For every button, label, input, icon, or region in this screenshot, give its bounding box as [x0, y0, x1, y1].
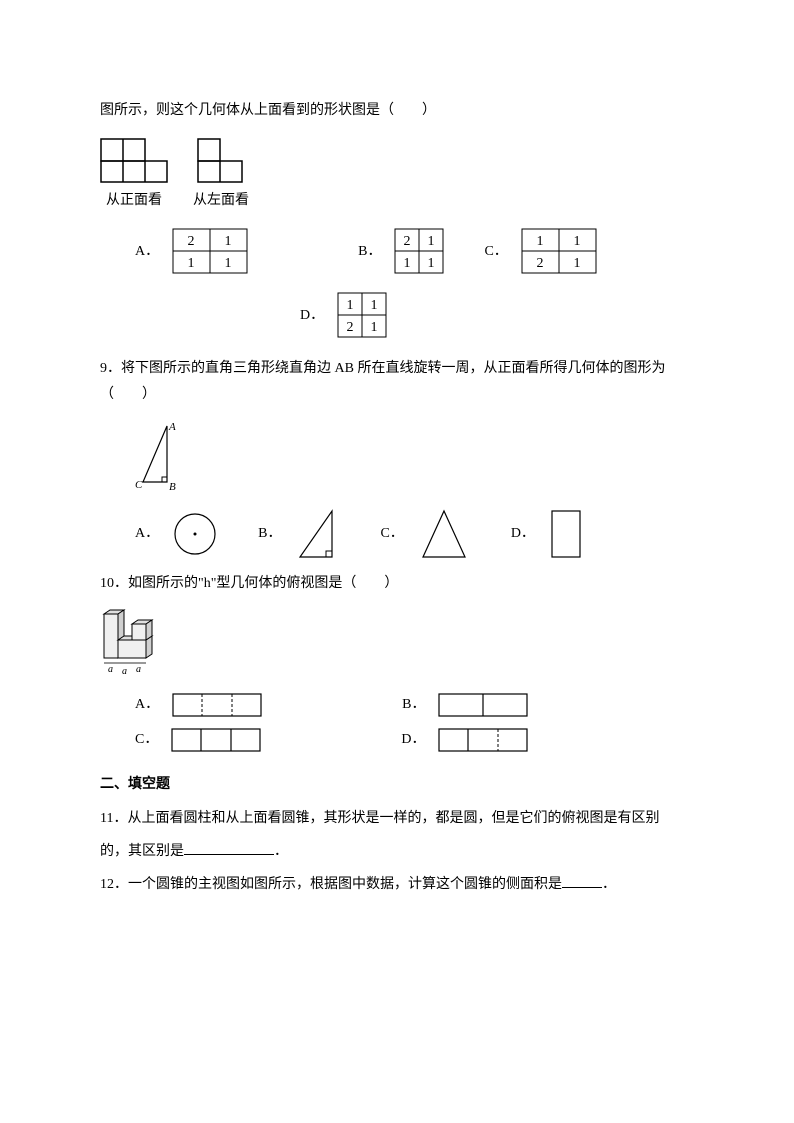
- left-view-label: 从左面看: [193, 188, 249, 213]
- svg-text:1: 1: [188, 256, 195, 271]
- option-label-a: A．: [135, 239, 159, 264]
- q12-line: 12．一个圆锥的主视图如图所示，根据图中数据，计算这个圆锥的侧面积是 ．: [100, 872, 694, 897]
- q11-blank: [184, 839, 274, 855]
- svg-text:a: a: [108, 664, 113, 675]
- q9-label-c: C．: [380, 521, 403, 546]
- q10-option-c: C．: [135, 727, 261, 752]
- svg-text:1: 1: [371, 298, 378, 313]
- svg-text:C: C: [135, 479, 143, 491]
- section2-header: 二、填空题: [100, 772, 694, 797]
- q8-option-d: D． 1 1 2 1: [300, 292, 387, 338]
- svg-text:1: 1: [428, 234, 435, 249]
- svg-text:a: a: [136, 664, 141, 675]
- svg-text:2: 2: [404, 234, 411, 249]
- q10-text: 10．如图所示的"h"型几何体的俯视图是（ ）: [100, 571, 694, 596]
- q9-option-d: D．: [511, 507, 584, 561]
- q8-text: 图所示，则这个几何体从上面看到的形状图是（ ）: [100, 98, 694, 123]
- svg-text:1: 1: [428, 256, 435, 271]
- q12-text2: ．: [602, 877, 616, 892]
- q9-label-b: B．: [258, 521, 281, 546]
- q8-views: 从正面看 从左面看: [100, 138, 694, 213]
- svg-text:A: A: [168, 422, 176, 433]
- front-view-label: 从正面看: [106, 188, 162, 213]
- svg-text:2: 2: [188, 234, 195, 249]
- svg-text:B: B: [169, 481, 176, 493]
- q10-row1: A． B．: [135, 692, 694, 717]
- svg-text:1: 1: [573, 234, 580, 249]
- q11-text2: 的，其区别是: [100, 844, 184, 859]
- q10-label-d: D．: [401, 727, 425, 752]
- q9-option-a: A．: [135, 511, 218, 557]
- q12-blank: [562, 872, 602, 888]
- svg-text:1: 1: [404, 256, 411, 271]
- q10-option-b: B．: [402, 692, 528, 717]
- left-view: 从左面看: [193, 138, 249, 213]
- option-label-c: C．: [484, 239, 507, 264]
- svg-text:1: 1: [225, 256, 232, 271]
- q9-option-b: B．: [258, 507, 340, 561]
- option-label-b: B．: [358, 239, 381, 264]
- q11-line1: 11．从上面看圆柱和从上面看圆锥，其形状是一样的，都是圆，但是它们的俯视图是有区…: [100, 806, 694, 831]
- q9-label-d: D．: [511, 521, 535, 546]
- q11-line2: 的，其区别是 ．: [100, 839, 694, 864]
- q10-label-c: C．: [135, 727, 158, 752]
- svg-text:2: 2: [536, 256, 543, 271]
- q8-option-a: A． 2 1 1 1: [135, 228, 248, 274]
- q8-option-d-row: D． 1 1 2 1: [100, 292, 694, 338]
- q10-option-a: A．: [135, 692, 262, 717]
- q10-option-d: D．: [401, 727, 528, 752]
- svg-text:1: 1: [371, 320, 378, 335]
- front-view: 从正面看: [100, 138, 168, 213]
- svg-text:1: 1: [347, 298, 354, 313]
- q10-label-a: A．: [135, 692, 159, 717]
- q9-label-a: A．: [135, 521, 159, 546]
- q9-options: A． B． C． D．: [100, 507, 694, 561]
- q9-triangle: A B C: [135, 422, 694, 497]
- q12-text1: 12．一个圆锥的主视图如图所示，根据图中数据，计算这个圆锥的侧面积是: [100, 877, 562, 892]
- q8-options-row1: A． 2 1 1 1 B． 2 1 1 1 C． 1 1: [100, 228, 694, 274]
- q10-row2: C． D．: [135, 727, 694, 752]
- q9-option-c: C．: [380, 507, 470, 561]
- q9-text: 9．将下图所示的直角三角形绕直角边 AB 所在直线旋转一周，从正面看所得几何体的…: [100, 356, 694, 406]
- svg-text:1: 1: [536, 234, 543, 249]
- svg-text:2: 2: [347, 320, 354, 335]
- q8-option-b: B． 2 1 1 1: [358, 228, 444, 274]
- option-label-d: D．: [300, 303, 324, 328]
- q10-label-b: B．: [402, 692, 425, 717]
- q11-text3: ．: [274, 844, 288, 859]
- svg-text:1: 1: [573, 256, 580, 271]
- q10-figure: a a a: [100, 608, 694, 680]
- q8-option-c: C． 1 1 2 1: [484, 228, 596, 274]
- svg-text:a: a: [122, 666, 127, 677]
- svg-text:1: 1: [225, 234, 232, 249]
